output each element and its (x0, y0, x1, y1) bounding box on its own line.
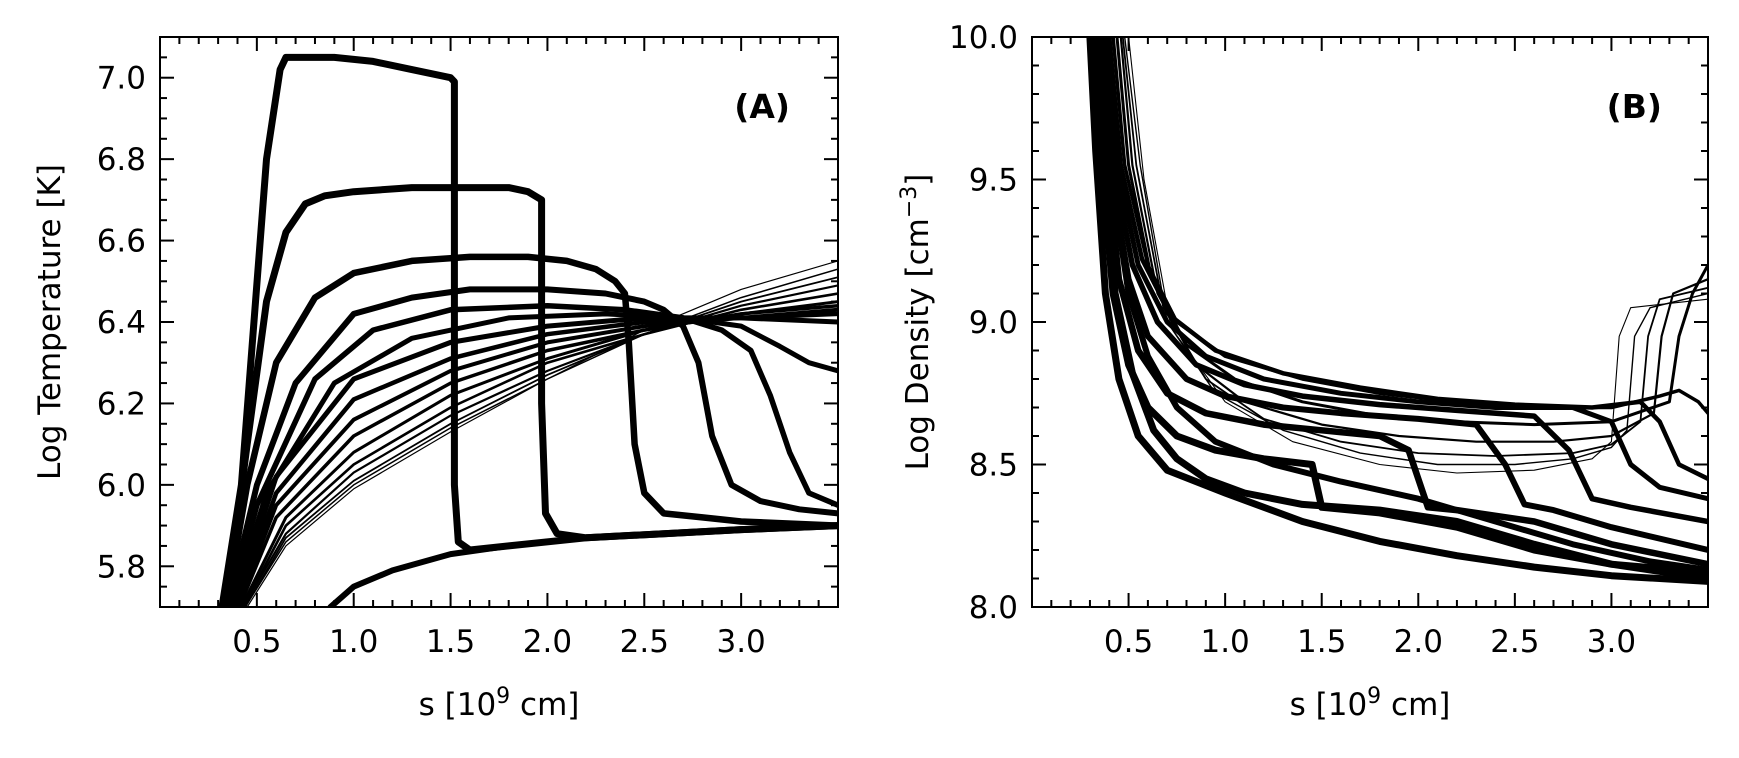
y-tick-label: 6.4 (97, 305, 146, 341)
series-line-6 (229, 311, 838, 607)
x-tick-label: 3.0 (1587, 624, 1636, 660)
series-line-4 (1096, 37, 1708, 553)
series-line-14 (244, 276, 838, 607)
y-tick-label: 9.0 (969, 305, 1018, 341)
series-line-15 (1098, 37, 1708, 573)
series-line-17 (327, 522, 838, 607)
y-tick-label: 10.0 (949, 20, 1018, 56)
x-tick-label: 1.0 (329, 624, 378, 660)
y-axis-label-main: Log Density [cm (900, 218, 936, 470)
series-line-12 (242, 292, 838, 607)
series-line-7 (1107, 37, 1708, 482)
y-tick-label: 5.8 (97, 549, 146, 585)
x-tick-label: 1.5 (426, 624, 475, 660)
series-line-1 (1086, 37, 1708, 585)
x-axis-label-main: s [10 (419, 687, 497, 723)
y-axis-label-tail: ] (900, 174, 936, 186)
series-line-15 (244, 268, 838, 607)
y-tick-label: 7.0 (97, 61, 146, 97)
series-line-3 (222, 253, 838, 607)
series-line-7 (231, 315, 838, 607)
series-line-9 (235, 307, 838, 607)
x-tick-label: 2.0 (1394, 624, 1443, 660)
series-line-6 (1102, 37, 1708, 502)
series-group (1086, 37, 1708, 585)
y-tick-label: 6.8 (97, 142, 146, 178)
x-axis-label: s [109 cm] (419, 684, 580, 723)
series-line-14 (1092, 37, 1708, 582)
x-tick-label: 2.5 (1490, 624, 1539, 660)
x-tick-label: 2.5 (620, 624, 669, 660)
x-tick-label: 1.5 (1297, 624, 1346, 660)
panel-label: (A) (734, 87, 790, 126)
panel-b: 0.5 1.0 1.5 2.0 2.5 3.0 8.0 8.5 9.0 9.5 10.0 s [109… (897, 20, 1709, 723)
series-line-11 (239, 300, 838, 607)
series-line-16 (246, 260, 838, 607)
series-line-3 (1094, 37, 1708, 568)
series-line-11 (1121, 37, 1708, 457)
y-tick-label: 6.0 (97, 468, 146, 504)
x-axis-label-main: s [10 (1290, 687, 1368, 723)
panel-label: (B) (1607, 87, 1662, 126)
y-axis-label-sup: −3 (897, 186, 922, 218)
panel-a: 0.5 1.0 1.5 2.0 2.5 3.0 5.8 6.0 6.2 6.4 6.6 6.8 7.0 s… (32, 36, 839, 723)
x-tick-label: 1.0 (1200, 624, 1249, 660)
x-axis-label-sup: 9 (496, 684, 510, 709)
series-line-5 (1100, 37, 1708, 525)
series-line-5 (226, 302, 838, 607)
series-line-13 (242, 284, 838, 607)
y-tick-label: 8.0 (969, 590, 1018, 626)
y-tick-label: 9.5 (969, 163, 1018, 199)
x-axis-label-tail: cm] (510, 687, 579, 723)
x-axis-label-sup: 9 (1367, 684, 1381, 709)
x-tick-label: 3.0 (716, 624, 765, 660)
x-tick-label: 0.5 (1104, 624, 1153, 660)
x-axis-label-tail: cm] (1381, 687, 1450, 723)
x-tick-label: 0.5 (232, 624, 281, 660)
series-group (218, 53, 838, 607)
y-axis-label: Log Temperature [K] (32, 164, 68, 480)
y-tick-label: 6.2 (97, 386, 146, 422)
y-tick-label: 8.5 (969, 448, 1018, 484)
x-tick-label: 2.0 (523, 624, 572, 660)
series-line-8 (233, 311, 838, 607)
y-tick-label: 6.6 (97, 224, 146, 260)
x-axis-label: s [109 cm] (1290, 684, 1451, 723)
series-line-13 (1128, 37, 1708, 474)
series-line-4 (224, 286, 838, 607)
y-axis-label: Log Density [cm−3] (897, 174, 936, 471)
